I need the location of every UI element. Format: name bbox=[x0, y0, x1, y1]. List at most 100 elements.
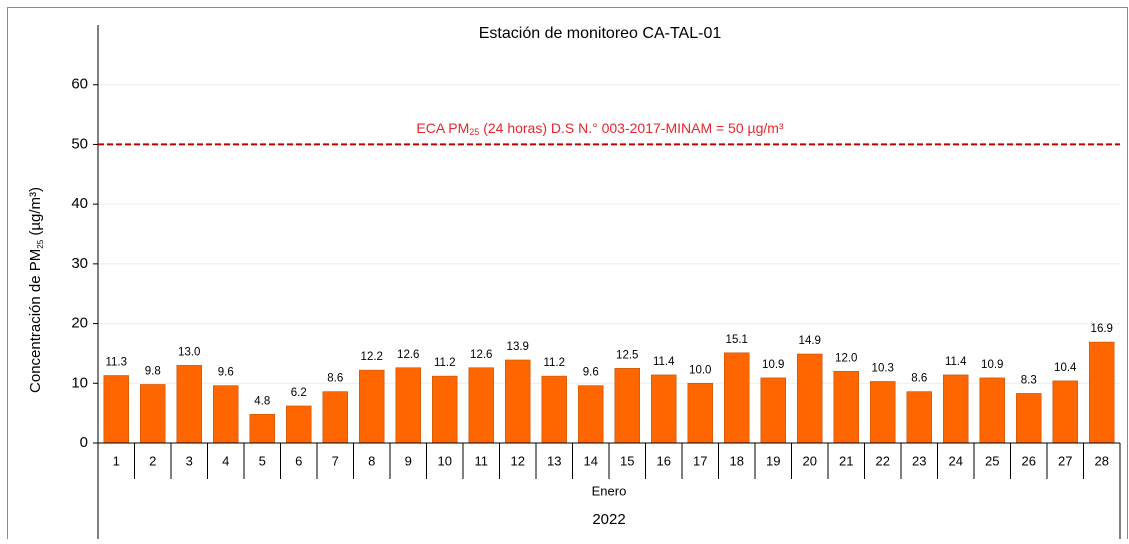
bar bbox=[906, 391, 932, 444]
x-tick-label: 23 bbox=[912, 453, 926, 468]
x-tick-label: 3 bbox=[186, 453, 193, 468]
bar bbox=[614, 368, 640, 444]
x-tick-label: 28 bbox=[1095, 453, 1109, 468]
x-tick-label: 27 bbox=[1058, 453, 1072, 468]
value-label: 12.6 bbox=[470, 349, 492, 361]
y-tick-label: 30 bbox=[71, 255, 88, 272]
value-label: 4.8 bbox=[254, 395, 270, 407]
value-label: 10.0 bbox=[689, 364, 711, 376]
value-label: 10.9 bbox=[762, 359, 784, 371]
bar bbox=[651, 374, 677, 444]
bar bbox=[468, 367, 494, 444]
bar bbox=[103, 375, 129, 444]
reference-label: ECA PM25 (24 horas) D.S N.° 003-2017-MIN… bbox=[416, 120, 784, 138]
bar bbox=[797, 353, 823, 444]
x-tick-label: 5 bbox=[259, 453, 266, 468]
bar bbox=[1052, 380, 1078, 444]
value-label: 12.0 bbox=[835, 352, 857, 364]
y-tick-label: 20 bbox=[71, 315, 88, 332]
value-label: 11.4 bbox=[945, 356, 967, 368]
value-label: 11.2 bbox=[543, 357, 565, 369]
value-label: 11.2 bbox=[434, 357, 456, 369]
bar bbox=[979, 377, 1005, 444]
x-tick-label: 12 bbox=[511, 453, 525, 468]
bar bbox=[249, 414, 275, 444]
x-tick-label: 21 bbox=[839, 453, 853, 468]
value-label: 12.5 bbox=[616, 349, 638, 361]
x-tick-label: 17 bbox=[693, 453, 707, 468]
x-tick-label: 18 bbox=[730, 453, 744, 468]
y-label-sub: 25 bbox=[36, 239, 45, 248]
ref-label-sub: 25 bbox=[469, 127, 479, 137]
value-label: 12.2 bbox=[361, 351, 383, 363]
value-label: 10.9 bbox=[981, 359, 1003, 371]
bar bbox=[395, 367, 421, 444]
ref-label-text: ECA PM bbox=[416, 120, 469, 136]
x-tick-label: 20 bbox=[803, 453, 817, 468]
x-tick-label: 11 bbox=[475, 453, 489, 468]
x-tick-label: 8 bbox=[368, 453, 375, 468]
value-label: 8.6 bbox=[911, 373, 927, 385]
y-axis-label: Concentración de PM25 (µg/m³) bbox=[27, 187, 45, 393]
x-tick-label: 4 bbox=[222, 453, 229, 468]
x-tick-label: 14 bbox=[584, 453, 598, 468]
ref-label-rest: (24 horas) D.S N.° 003-2017-MINAM = 50 µ… bbox=[479, 120, 784, 136]
chart-border bbox=[7, 7, 1128, 544]
x-tick-label: 25 bbox=[985, 453, 999, 468]
y-tick-label: 0 bbox=[80, 434, 88, 451]
value-label: 8.6 bbox=[327, 373, 343, 385]
value-label: 14.9 bbox=[799, 335, 821, 347]
bar bbox=[1016, 393, 1042, 444]
bar bbox=[140, 384, 166, 444]
x-supergroup-label: 2022 bbox=[592, 511, 625, 528]
y-label-text: Concentración de PM bbox=[27, 249, 44, 393]
x-tick-label: 7 bbox=[332, 453, 339, 468]
bar bbox=[724, 352, 750, 444]
x-tick-label: 2 bbox=[149, 453, 156, 468]
bar bbox=[943, 374, 969, 444]
bar bbox=[687, 382, 713, 444]
value-label: 13.0 bbox=[178, 346, 200, 358]
x-tick-label: 10 bbox=[438, 453, 452, 468]
value-label: 8.3 bbox=[1021, 374, 1037, 386]
x-tick-label: 24 bbox=[949, 453, 963, 468]
bar bbox=[833, 371, 859, 444]
bar bbox=[578, 385, 604, 444]
x-tick-label: 19 bbox=[766, 453, 780, 468]
x-tick-label: 1 bbox=[113, 453, 120, 468]
x-tick-label: 9 bbox=[405, 453, 412, 468]
x-tick-label: 13 bbox=[547, 453, 561, 468]
bar bbox=[286, 405, 312, 444]
y-tick-label: 60 bbox=[71, 76, 88, 93]
bar bbox=[870, 381, 896, 444]
value-label: 12.6 bbox=[397, 349, 419, 361]
value-label: 6.2 bbox=[291, 387, 307, 399]
x-tick-label: 15 bbox=[620, 453, 634, 468]
bar bbox=[505, 359, 531, 444]
value-label: 13.9 bbox=[507, 341, 529, 353]
bar bbox=[760, 377, 786, 444]
bar bbox=[213, 385, 239, 444]
value-label: 9.8 bbox=[145, 366, 161, 378]
bar bbox=[432, 375, 458, 444]
value-label: 9.6 bbox=[218, 367, 234, 379]
x-tick-label: 22 bbox=[876, 453, 890, 468]
x-tick-label: 26 bbox=[1022, 453, 1036, 468]
y-tick-label: 40 bbox=[71, 195, 88, 212]
x-tick-label: 16 bbox=[657, 453, 671, 468]
bar bbox=[541, 375, 567, 444]
value-label: 16.9 bbox=[1091, 323, 1113, 335]
x-group-label: Enero bbox=[592, 483, 627, 498]
bar bbox=[322, 391, 348, 444]
y-label-unit: (µg/m³) bbox=[27, 187, 44, 240]
value-label: 9.6 bbox=[583, 367, 599, 379]
bar bbox=[359, 369, 385, 444]
y-tick-label: 50 bbox=[71, 135, 88, 152]
value-label: 10.4 bbox=[1054, 362, 1077, 374]
value-label: 10.3 bbox=[872, 363, 894, 375]
bar bbox=[176, 365, 202, 444]
y-tick-label: 10 bbox=[71, 374, 88, 391]
bar bbox=[1089, 341, 1115, 444]
chart-title: Estación de monitoreo CA-TAL-01 bbox=[479, 25, 722, 42]
